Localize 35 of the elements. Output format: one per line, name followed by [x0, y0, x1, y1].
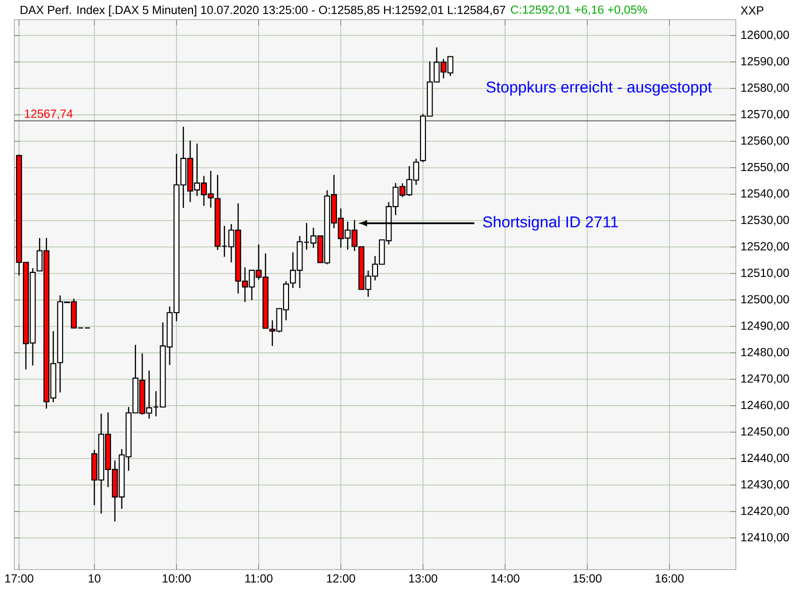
y-tick-label: 12530,00 — [741, 216, 789, 226]
x-tick-label: 15:00 — [573, 574, 602, 582]
y-tick-label: 12510,00 — [741, 268, 789, 278]
annotation: Stoppkurs erreicht - ausgestoppt — [486, 80, 712, 96]
x-tick-label: 13:00 — [409, 574, 438, 582]
y-tick-label: 12450,00 — [741, 427, 789, 437]
y-tick-label: 12550,00 — [741, 162, 789, 172]
y-tick-label: 12570,00 — [741, 110, 789, 120]
ref-line-label: 12567,74 — [24, 109, 73, 120]
y-tick-label: 12590,00 — [741, 56, 789, 67]
x-tick-label: 11:00 — [245, 574, 272, 582]
x-tick-label: 16:00 — [656, 574, 684, 582]
y-tick-label: 12470,00 — [741, 374, 789, 384]
text: XXP — [740, 6, 764, 14]
y-tick-label: 12440,00 — [741, 454, 789, 464]
x-tick-label: 12:00 — [327, 574, 356, 582]
y-tick-label: 12430,00 — [741, 480, 789, 490]
y-tick-label: 12580,00 — [741, 83, 789, 94]
x-tick-label: 14:00 — [491, 574, 520, 582]
x-tick-label: 17:00 — [5, 574, 34, 582]
y-tick-label: 12480,00 — [741, 348, 789, 358]
y-tick-label: 12500,00 — [741, 294, 789, 305]
y-tick-label: 12600,00 — [741, 30, 789, 40]
y-tick-label: 12490,00 — [741, 321, 789, 332]
x-tick-label: 10 — [88, 574, 100, 582]
y-tick-label: 12410,00 — [741, 532, 789, 543]
chart-subtitle: C:12592,01 +6,16 +0,05% — [510, 5, 647, 16]
annotation: Shortsignal ID 2711 — [483, 216, 618, 230]
y-tick-label: 12520,00 — [741, 242, 789, 252]
x-tick-label: 10:00 — [162, 574, 191, 582]
y-tick-label: 12420,00 — [741, 506, 789, 516]
chart-title: DAX Perf. Index [.DAX 5 Minuten] 10.07.2020 13:25:00 - O:12585,85 H:12592,01 L:12584,67 — [20, 5, 506, 16]
y-tick-label: 12460,00 — [741, 400, 789, 410]
y-tick-label: 12560,00 — [741, 136, 789, 146]
y-tick-label: 12540,00 — [741, 189, 789, 199]
